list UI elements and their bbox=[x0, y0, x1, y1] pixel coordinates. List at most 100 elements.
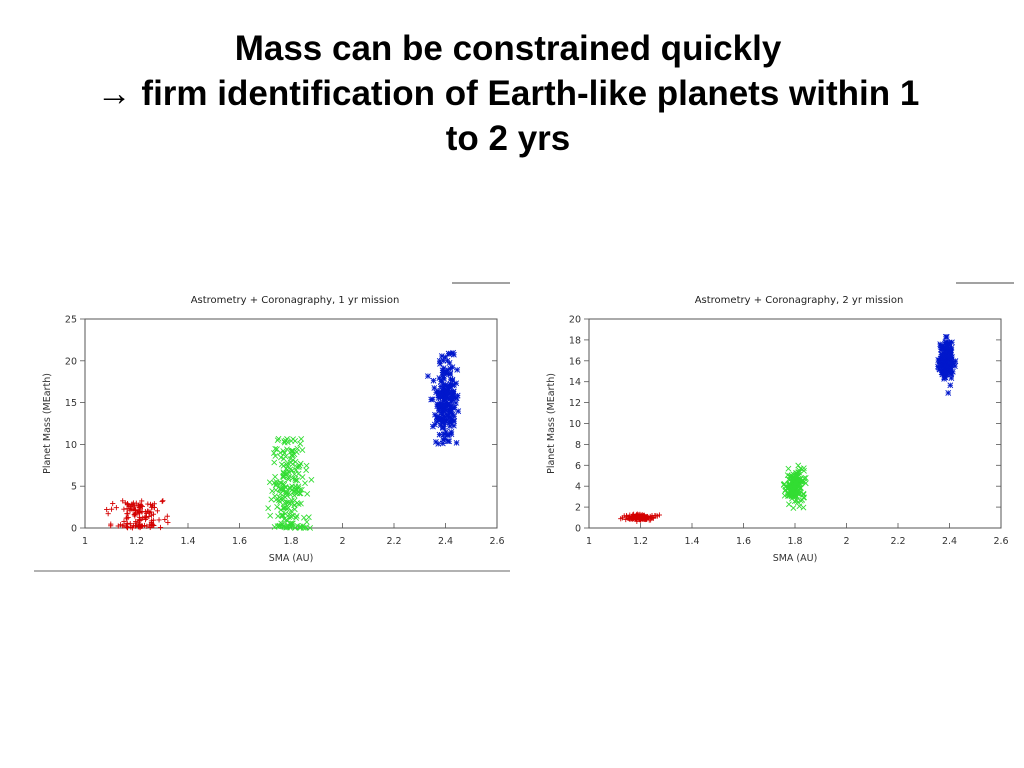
data-point bbox=[437, 392, 444, 399]
data-point bbox=[272, 473, 279, 480]
data-point bbox=[796, 485, 803, 492]
data-point bbox=[295, 464, 302, 470]
data-point bbox=[446, 438, 453, 445]
data-point bbox=[120, 498, 126, 504]
x-tick-label: 1 bbox=[82, 536, 88, 547]
data-point bbox=[284, 470, 291, 477]
slide-title-line-1: Mass can be constrained quickly bbox=[234, 29, 782, 68]
data-point bbox=[164, 513, 170, 519]
data-point bbox=[274, 503, 281, 510]
y-tick-label: 18 bbox=[569, 335, 581, 346]
data-point bbox=[124, 506, 130, 512]
data-point bbox=[441, 402, 448, 409]
data-point bbox=[289, 475, 296, 482]
data-point bbox=[121, 506, 127, 512]
data-point bbox=[270, 450, 277, 456]
data-point bbox=[138, 502, 144, 508]
data-point bbox=[793, 492, 800, 499]
x-axis-label: SMA (AU) bbox=[269, 553, 314, 564]
data-point bbox=[136, 514, 143, 520]
data-point bbox=[455, 408, 462, 415]
x-tick-label: 2.4 bbox=[438, 536, 453, 547]
data-point bbox=[148, 521, 155, 527]
x-tick-label: 1 bbox=[586, 536, 592, 547]
x-tick-label: 1.4 bbox=[180, 536, 195, 547]
data-point bbox=[135, 508, 141, 514]
data-point bbox=[271, 459, 278, 466]
data-point bbox=[127, 521, 133, 527]
data-point bbox=[781, 481, 787, 488]
y-tick-label: 20 bbox=[569, 315, 581, 326]
data-point bbox=[142, 516, 149, 523]
y-axis-label: Planet Mass (MEarth) bbox=[42, 373, 53, 474]
data-point bbox=[435, 440, 442, 447]
chart-panel-2yr: Astrometry + Coronagraphy, 2 yr mission 0… bbox=[536, 268, 1016, 574]
data-point bbox=[300, 524, 307, 531]
data-point bbox=[272, 453, 279, 459]
data-point bbox=[790, 488, 796, 495]
data-point bbox=[648, 517, 654, 523]
data-point bbox=[291, 492, 298, 499]
data-point bbox=[283, 490, 290, 497]
data-point bbox=[454, 366, 461, 373]
data-point bbox=[639, 515, 645, 522]
data-point bbox=[278, 512, 285, 518]
data-point bbox=[108, 506, 115, 512]
data-point bbox=[285, 460, 292, 467]
data-point bbox=[308, 476, 315, 483]
data-point bbox=[945, 390, 952, 396]
data-point bbox=[439, 371, 446, 378]
data-point bbox=[445, 350, 452, 357]
data-point bbox=[797, 465, 804, 472]
data-point bbox=[303, 462, 310, 469]
data-point bbox=[165, 519, 171, 526]
data-point bbox=[288, 438, 295, 444]
data-point bbox=[146, 513, 152, 520]
x-tick-label: 2 bbox=[843, 536, 849, 547]
data-point bbox=[133, 520, 139, 526]
data-point bbox=[439, 409, 445, 416]
data-point bbox=[292, 458, 299, 465]
data-point bbox=[634, 512, 640, 518]
data-point bbox=[121, 523, 127, 529]
data-point bbox=[643, 516, 650, 522]
data-point bbox=[450, 388, 457, 395]
y-tick-label: 5 bbox=[71, 482, 77, 493]
data-point bbox=[125, 511, 131, 517]
data-point bbox=[269, 488, 276, 494]
data-point bbox=[948, 375, 955, 381]
data-point bbox=[284, 492, 290, 499]
data-point bbox=[438, 353, 445, 359]
data-point bbox=[790, 471, 797, 478]
data-point bbox=[130, 523, 137, 529]
chart-title: Astrometry + Coronagraphy, 2 yr mission bbox=[695, 295, 904, 306]
data-point bbox=[449, 364, 456, 371]
data-point bbox=[801, 467, 807, 474]
data-point bbox=[287, 524, 294, 531]
data-point bbox=[275, 435, 282, 442]
data-point bbox=[447, 370, 453, 377]
data-point bbox=[785, 465, 792, 472]
data-point bbox=[283, 499, 290, 506]
data-point bbox=[937, 341, 944, 348]
data-point bbox=[266, 479, 273, 486]
data-point bbox=[159, 498, 165, 505]
x-tick-label: 2 bbox=[339, 536, 345, 547]
data-point bbox=[301, 514, 307, 521]
series-+ bbox=[618, 511, 663, 524]
data-point bbox=[297, 486, 303, 493]
data-point bbox=[303, 524, 309, 531]
data-point bbox=[631, 514, 637, 521]
data-point bbox=[945, 359, 952, 366]
data-point bbox=[795, 499, 801, 506]
data-point bbox=[275, 513, 281, 520]
data-point bbox=[145, 501, 151, 507]
data-point bbox=[785, 476, 792, 483]
data-point bbox=[448, 429, 455, 435]
data-point bbox=[105, 511, 111, 517]
data-point bbox=[282, 510, 289, 517]
y-tick-label: 6 bbox=[575, 461, 581, 472]
y-axis-label: Planet Mass (MEarth) bbox=[546, 373, 557, 474]
data-point bbox=[267, 512, 274, 519]
data-point bbox=[450, 422, 457, 429]
